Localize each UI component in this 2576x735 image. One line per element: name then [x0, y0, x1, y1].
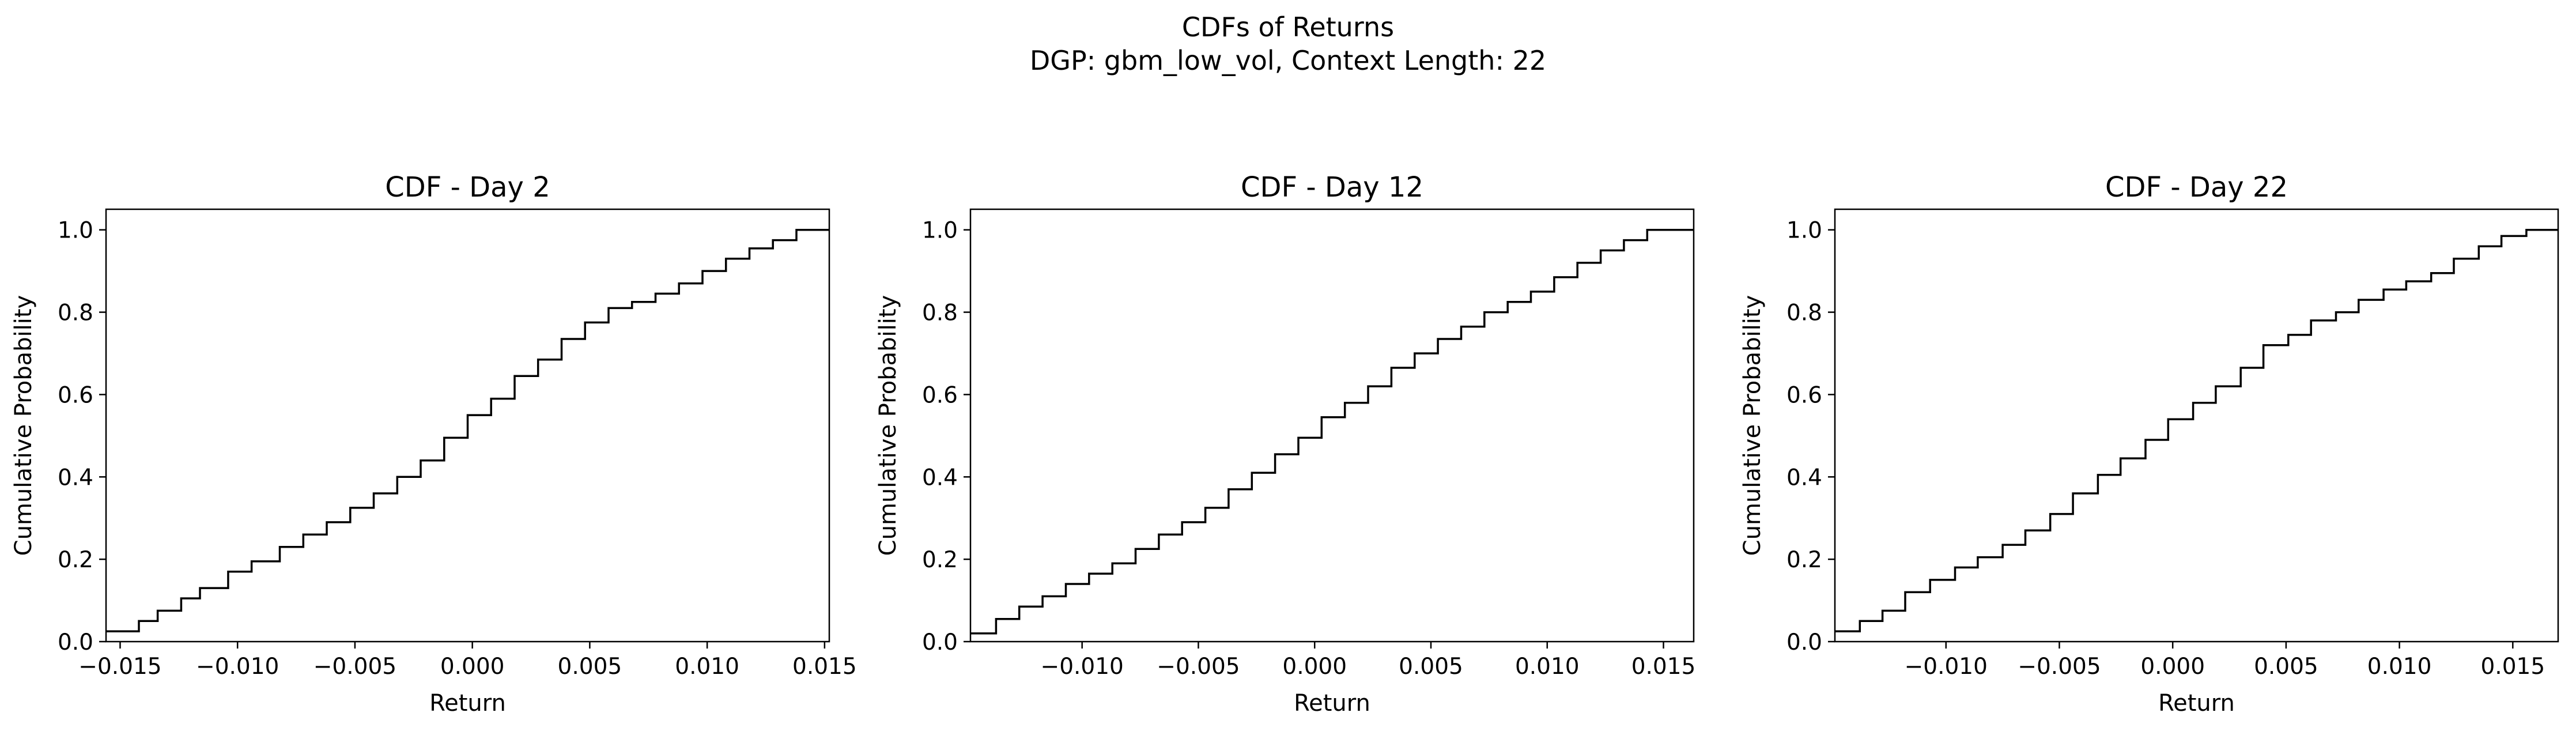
axes-frame [105, 208, 830, 643]
x-tick-label: 0.015 [792, 654, 857, 680]
y-tick-label: 1.0 [58, 218, 93, 244]
y-tick-label: 0.6 [58, 382, 93, 408]
y-tick-label: 0.0 [922, 630, 958, 655]
x-tick-label: 0.005 [558, 654, 622, 680]
chart-title: CDF - Day 12 [1241, 171, 1423, 203]
y-tick-label: 0.2 [922, 547, 958, 573]
x-tick-label: −0.010 [196, 654, 279, 680]
x-tick-label: −0.005 [2018, 654, 2101, 680]
x-tick-label: 0.015 [2480, 654, 2545, 680]
figure-title: CDFs of Returns DGP: gbm_low_vol, Contex… [0, 10, 2576, 77]
x-tick-label: 0.000 [2140, 654, 2205, 680]
y-axis-label: Cumulative Probability [875, 295, 901, 556]
x-tick-label: −0.015 [78, 654, 161, 680]
figure-title-line-2: DGP: gbm_low_vol, Context Length: 22 [1029, 45, 1547, 76]
y-tick-label: 0.6 [922, 382, 958, 408]
y-tick-label: 0.2 [1786, 547, 1822, 573]
x-axis-label: Return [1294, 690, 1370, 717]
y-tick-label: 0.2 [58, 547, 93, 573]
x-tick-label: −0.010 [1041, 654, 1124, 680]
x-tick-label: 0.000 [440, 654, 505, 680]
x-tick-label: 0.015 [1631, 654, 1696, 680]
y-tick-label: 0.8 [1786, 300, 1822, 326]
chart-panel-1: CDF - Day 2 −0.015 −0.010 −0.005 0.000 0.005 0… [10, 171, 857, 717]
y-tick-label: 0.0 [1786, 630, 1822, 655]
axes-frame [969, 208, 1695, 643]
y-tick-label: 1.0 [922, 218, 958, 244]
chart-title: CDF - Day 22 [2105, 171, 2288, 203]
y-axis-label: Cumulative Probability [1739, 295, 1766, 556]
y-tick-label: 0.8 [922, 300, 958, 326]
x-axis-label: Return [2158, 690, 2235, 717]
x-axis-label: Return [429, 690, 506, 717]
chart-panel-2: CDF - Day 12 −0.010 −0.005 0.000 0.005 0.010 0… [875, 171, 1695, 717]
x-tick-label: −0.005 [1157, 654, 1240, 680]
y-tick-label: 0.4 [1786, 465, 1822, 491]
cdf-step-line [1835, 228, 2558, 632]
chart-panel-3: CDF - Day 22 −0.010 −0.005 0.000 0.005 0.010 0… [1739, 171, 2559, 717]
y-tick-label: 1.0 [1786, 218, 1822, 244]
chart-title: CDF - Day 2 [385, 171, 550, 203]
x-tick-label: 0.010 [1515, 654, 1580, 680]
y-tick-label: 0.8 [58, 300, 93, 326]
axes-frame [1834, 208, 2559, 643]
y-tick-label: 0.6 [1786, 382, 1822, 408]
x-tick-label: 0.000 [1282, 654, 1347, 680]
x-tick-label: 0.005 [1399, 654, 1463, 680]
y-tick-label: 0.4 [58, 465, 93, 491]
cdf-step-line [970, 228, 1694, 635]
x-tick-label: −0.005 [313, 654, 396, 680]
y-tick-label: 0.4 [922, 465, 958, 491]
cdf-step-line [106, 228, 829, 632]
y-axis-label: Cumulative Probability [10, 295, 37, 556]
figure-title-line-1: CDFs of Returns [1181, 12, 1395, 43]
x-tick-label: 0.005 [2254, 654, 2318, 680]
y-tick-label: 0.0 [58, 630, 93, 655]
x-tick-label: 0.010 [675, 654, 739, 680]
x-tick-label: 0.010 [2367, 654, 2432, 680]
x-tick-label: −0.010 [1905, 654, 1988, 680]
